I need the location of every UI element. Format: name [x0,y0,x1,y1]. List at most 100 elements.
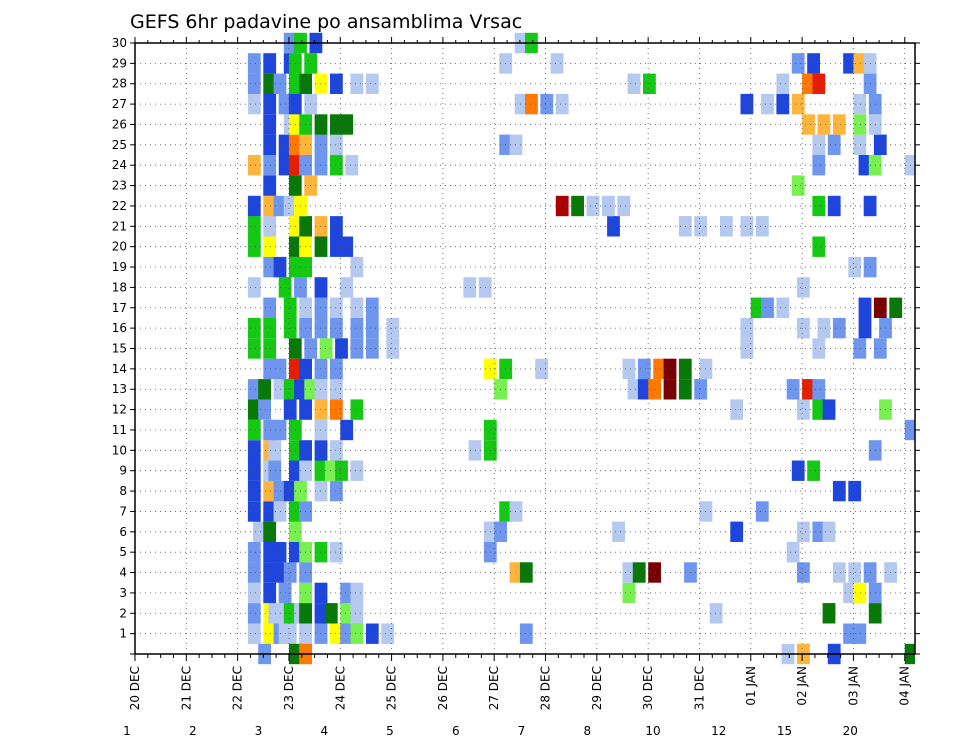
heatmap-cell [247,501,261,522]
heatmap-cell [755,216,769,237]
x-tick-label: 27 DEC [487,666,501,710]
x-tick-label: 22 DEC [231,666,245,710]
heatmap-cell [853,338,867,359]
y-tick-label: 1 [119,627,127,641]
x-axis-tick-labels: 20 DEC 21 DEC 22 DEC 23 DEC 24 DEC 25 DEC 26 D… [128,666,912,710]
heatmap-cells [247,32,915,665]
heatmap-cell [350,399,364,420]
heatmap-cell [340,623,354,644]
y-tick-label: 24 [112,158,127,172]
y-tick-label: 2 [119,606,127,620]
heatmap-cell [330,155,343,176]
heatmap-cell [350,297,364,318]
y-tick-label: 25 [112,138,127,152]
heatmap-cell [832,562,846,583]
heatmap-cell [514,93,528,115]
colorbar-label: 3 [255,724,263,738]
heatmap-cell [637,358,651,380]
heatmap-cell [797,521,810,542]
heatmap-cell [268,603,282,624]
heatmap-cell [812,338,826,359]
heatmap-cell [740,338,754,359]
heatmap-cell [247,460,261,481]
heatmap-cell [843,623,856,644]
heatmap-cell [365,338,379,359]
heatmap-cell [740,317,754,339]
heatmap-cell [330,297,343,318]
heatmap-cell [319,338,333,359]
heatmap-cell [776,73,790,94]
heatmap-cell [730,521,744,542]
heatmap-cell [263,521,277,542]
colorbar-label: 10 [645,724,660,738]
y-tick-label: 9 [119,464,127,478]
y-tick-label: 19 [112,260,127,274]
heatmap-cell [247,277,261,298]
heatmap-cell [263,236,277,257]
heatmap-cell [904,419,915,441]
heatmap-cell [350,603,364,624]
heatmap-cell [586,195,600,217]
heatmap-cell [335,460,348,481]
heatmap-cell [263,358,277,380]
y-tick-label: 27 [112,97,127,111]
heatmap-cell [832,114,846,135]
y-tick-label: 4 [119,566,127,580]
heatmap-cell [324,460,338,481]
heatmap-cell [335,338,348,359]
heatmap-cell [791,175,805,196]
heatmap-cell [350,460,364,481]
y-tick-label: 22 [112,199,127,213]
y-tick-label: 11 [112,423,127,437]
x-tick-label: 02 JAN [795,666,809,706]
heatmap-cell [627,379,641,400]
colorbar-label: 12 [711,724,726,738]
y-tick-label: 28 [112,77,127,91]
heatmap-cell [535,358,549,380]
heatmap-cell [365,73,379,94]
heatmap-cell [365,297,379,318]
y-tick-label: 13 [112,382,127,396]
heatmap-cell [247,155,261,176]
heatmap-cell [263,93,277,115]
x-tick-label: 04 JAN [898,666,912,706]
heatmap-cell [637,379,651,400]
heatmap-cell [822,521,836,542]
heatmap-cell [720,216,733,237]
heatmap-cell [350,317,364,339]
heatmap-cell [904,155,915,176]
y-tick-label: 18 [112,280,127,294]
heatmap-cell [350,582,364,604]
heatmap-cell [268,440,282,461]
colorbar-label: 5 [386,724,394,738]
heatmap-cell [740,93,754,115]
heatmap-cell [263,256,277,278]
heatmap-cell [247,236,261,257]
heatmap-cell [330,236,343,257]
heatmap-cell [247,399,261,420]
heatmap-cell [827,134,841,155]
heatmap-cell [330,73,343,94]
heatmap-cell [802,379,815,400]
heatmap-cell [268,460,282,481]
heatmap-cell [330,623,343,644]
heatmap-cell [812,73,826,94]
heatmap-cell [797,277,810,298]
heatmap-cell [555,93,569,115]
heatmap-cell [340,277,354,298]
y-tick-label: 15 [112,342,127,356]
heatmap-cell [340,603,354,624]
heatmap-cell [617,195,631,217]
heatmap-cell [263,501,277,522]
heatmap-cell [612,521,625,542]
heatmap-cell [247,338,261,359]
heatmap-cell [340,236,354,257]
x-tick-label: 26 DEC [436,666,450,710]
y-tick-label: 17 [112,301,127,315]
heatmap-cell [622,582,636,604]
heatmap-cell [797,562,810,583]
heatmap-cell [730,399,744,420]
heatmap-cell [853,623,867,644]
heatmap-cell [263,542,277,563]
heatmap-cell [247,53,261,74]
